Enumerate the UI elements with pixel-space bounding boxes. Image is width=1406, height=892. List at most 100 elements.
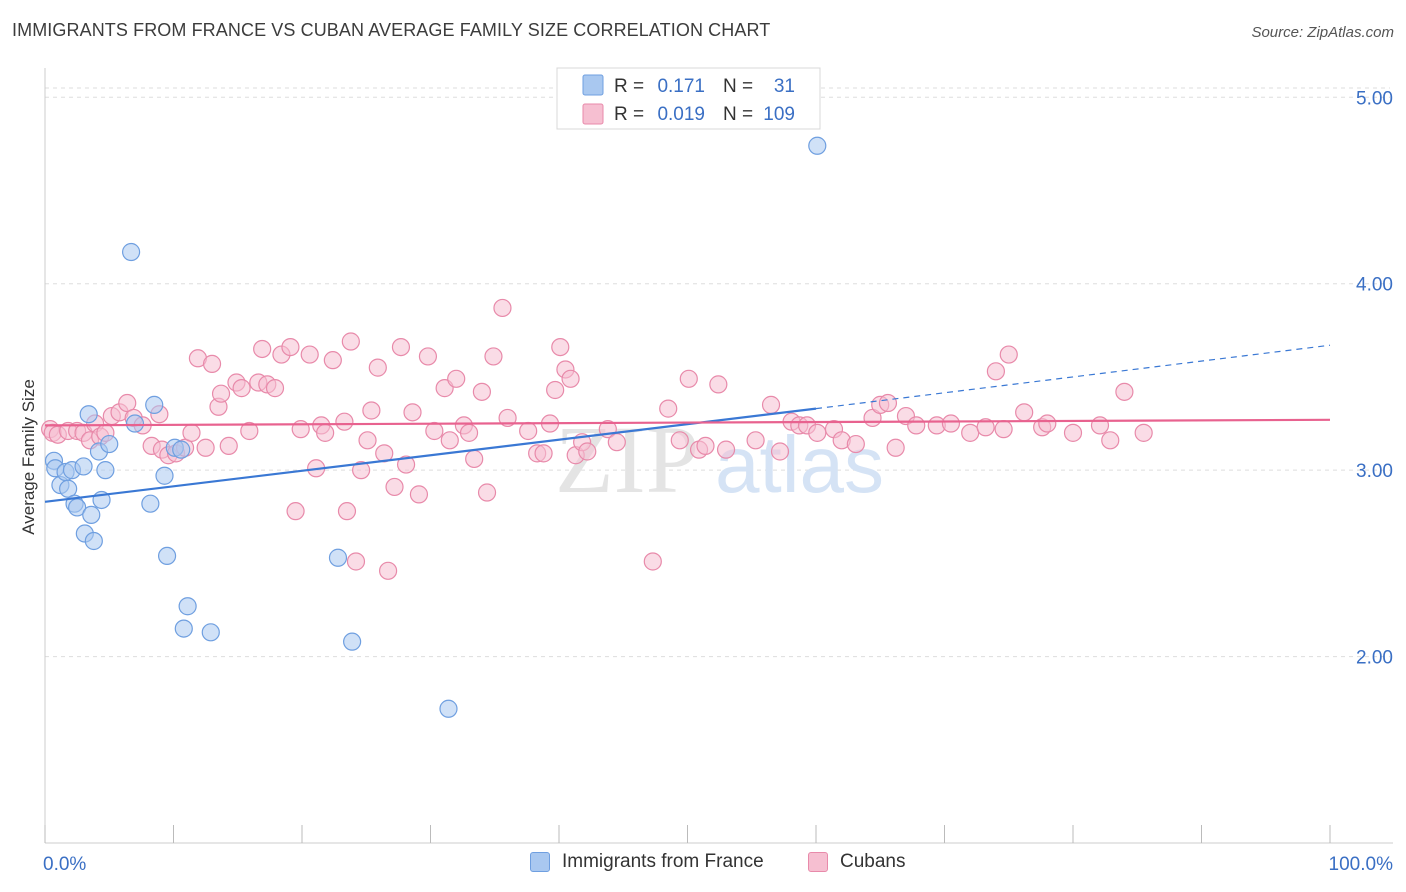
data-point-immigrants-from-france [178, 597, 197, 616]
legend-swatch-blue [530, 852, 550, 872]
data-point-cubans [219, 436, 238, 456]
watermark-atlas: atlas [715, 420, 884, 509]
data-point-cubans [941, 414, 961, 433]
data-point-cubans [578, 442, 597, 461]
data-point-cubans [240, 421, 259, 441]
data-point-cubans [323, 351, 342, 370]
legend-n-value: 109 [763, 104, 795, 125]
data-point-cubans [607, 433, 626, 452]
data-point-cubans [976, 418, 995, 437]
data-point-cubans [378, 561, 398, 580]
data-point-cubans [396, 455, 416, 474]
data-point-cubans [670, 431, 689, 450]
correlation-legend: R = 0.171 N = 31 R = 0.019 N = 109 [556, 67, 821, 130]
data-point-cubans [770, 442, 790, 461]
data-point-cubans [362, 401, 381, 420]
data-point-cubans [465, 449, 484, 469]
data-point-cubans [286, 502, 305, 521]
legend-r-label: R = [614, 104, 644, 125]
data-point-cubans [551, 338, 570, 357]
y-tick-label: 3.00 [1356, 461, 1393, 482]
legend-n-label: N = [723, 76, 753, 97]
data-point-immigrants-from-france [125, 414, 145, 433]
series-legend: Immigrants from France Cubans [0, 851, 1406, 879]
data-point-cubans [316, 423, 335, 442]
y-axis-label: Average Family Size [19, 379, 38, 535]
data-point-cubans [447, 369, 466, 388]
y-tick-label: 4.00 [1356, 275, 1393, 296]
data-point-cubans [1090, 416, 1110, 435]
legend-item-immigrants-from-france: Immigrants from France [530, 851, 764, 873]
data-point-cubans [696, 436, 715, 456]
legend-n-value: 31 [774, 76, 795, 97]
legend-r-value: 0.019 [657, 104, 705, 125]
data-point-cubans [281, 338, 300, 357]
legend-swatch-blue [582, 74, 604, 96]
data-point-cubans [1134, 423, 1153, 442]
data-point-immigrants-from-france [172, 440, 191, 459]
data-point-cubans [659, 399, 678, 418]
legend-item-cubans: Cubans [808, 851, 906, 873]
legend-swatch-pink [808, 852, 828, 872]
data-point-cubans [986, 362, 1006, 381]
data-point-cubans [709, 375, 728, 394]
data-point-cubans [253, 339, 272, 359]
tick-labels: 2.00 3.00 4.00 5.00 0.0% 100.0% [43, 88, 1393, 875]
data-point-cubans [961, 423, 980, 442]
data-point-cubans [358, 431, 377, 450]
data-point-immigrants-from-france [157, 546, 177, 566]
data-point-immigrants-from-france [201, 623, 220, 642]
data-point-cubans [643, 552, 662, 571]
data-point-cubans [498, 408, 517, 428]
data-point-cubans [300, 345, 319, 364]
data-point-cubans [440, 431, 459, 450]
data-point-immigrants-from-france [439, 699, 458, 718]
source-label: Source: ZipAtlas.com [1251, 24, 1394, 41]
data-point-immigrants-from-france [100, 434, 119, 454]
data-point-cubans [346, 552, 366, 571]
trend-line-cubans [44, 418, 1331, 427]
chart-title: IMMIGRANTS FROM FRANCE VS CUBAN AVERAGE … [12, 20, 771, 40]
data-point-cubans [409, 485, 429, 504]
data-point-cubans [211, 384, 231, 403]
data-point-cubans [999, 345, 1018, 364]
data-point-cubans [1101, 431, 1120, 450]
data-point-cubans [425, 421, 444, 441]
data-point-cubans [385, 477, 404, 497]
data-point-cubans [994, 420, 1013, 439]
data-point-immigrants-from-france [84, 531, 103, 551]
data-point-cubans [679, 369, 698, 388]
y-tick-label: 2.00 [1356, 648, 1393, 669]
gridlines [45, 87, 1390, 658]
legend-n-label: N = [723, 104, 753, 125]
data-point-immigrants-from-france [79, 405, 98, 424]
data-point-immigrants-from-france [74, 457, 93, 476]
data-point-cubans [232, 379, 251, 398]
data-point-cubans [846, 434, 865, 454]
data-point-immigrants-from-france [808, 136, 827, 155]
trend-lines [44, 344, 1331, 503]
data-point-cubans [1038, 414, 1057, 433]
data-point-cubans [337, 502, 357, 521]
data-point-cubans [534, 444, 553, 463]
data-point-cubans [391, 338, 411, 357]
trend-line-immigrants-from-france [44, 407, 817, 503]
y-tick-label: 5.00 [1356, 88, 1393, 109]
data-point-immigrants-from-france [141, 494, 160, 513]
data-point-cubans [1115, 382, 1134, 401]
data-point-cubans [561, 369, 580, 388]
data-point-cubans [886, 438, 905, 457]
data-point-cubans [493, 298, 512, 318]
data-point-cubans [182, 423, 201, 442]
data-point-cubans [484, 347, 503, 366]
data-point-cubans [519, 421, 538, 441]
legend-r-value: 0.171 [657, 76, 705, 97]
data-point-cubans [878, 393, 898, 413]
data-point-cubans [403, 403, 422, 422]
data-point-cubans [477, 483, 497, 502]
data-point-cubans [335, 412, 354, 431]
data-point-immigrants-from-france [328, 548, 348, 567]
data-point-cubans [341, 332, 360, 351]
data-point-cubans [546, 380, 565, 400]
data-point-immigrants-from-france [121, 242, 141, 262]
